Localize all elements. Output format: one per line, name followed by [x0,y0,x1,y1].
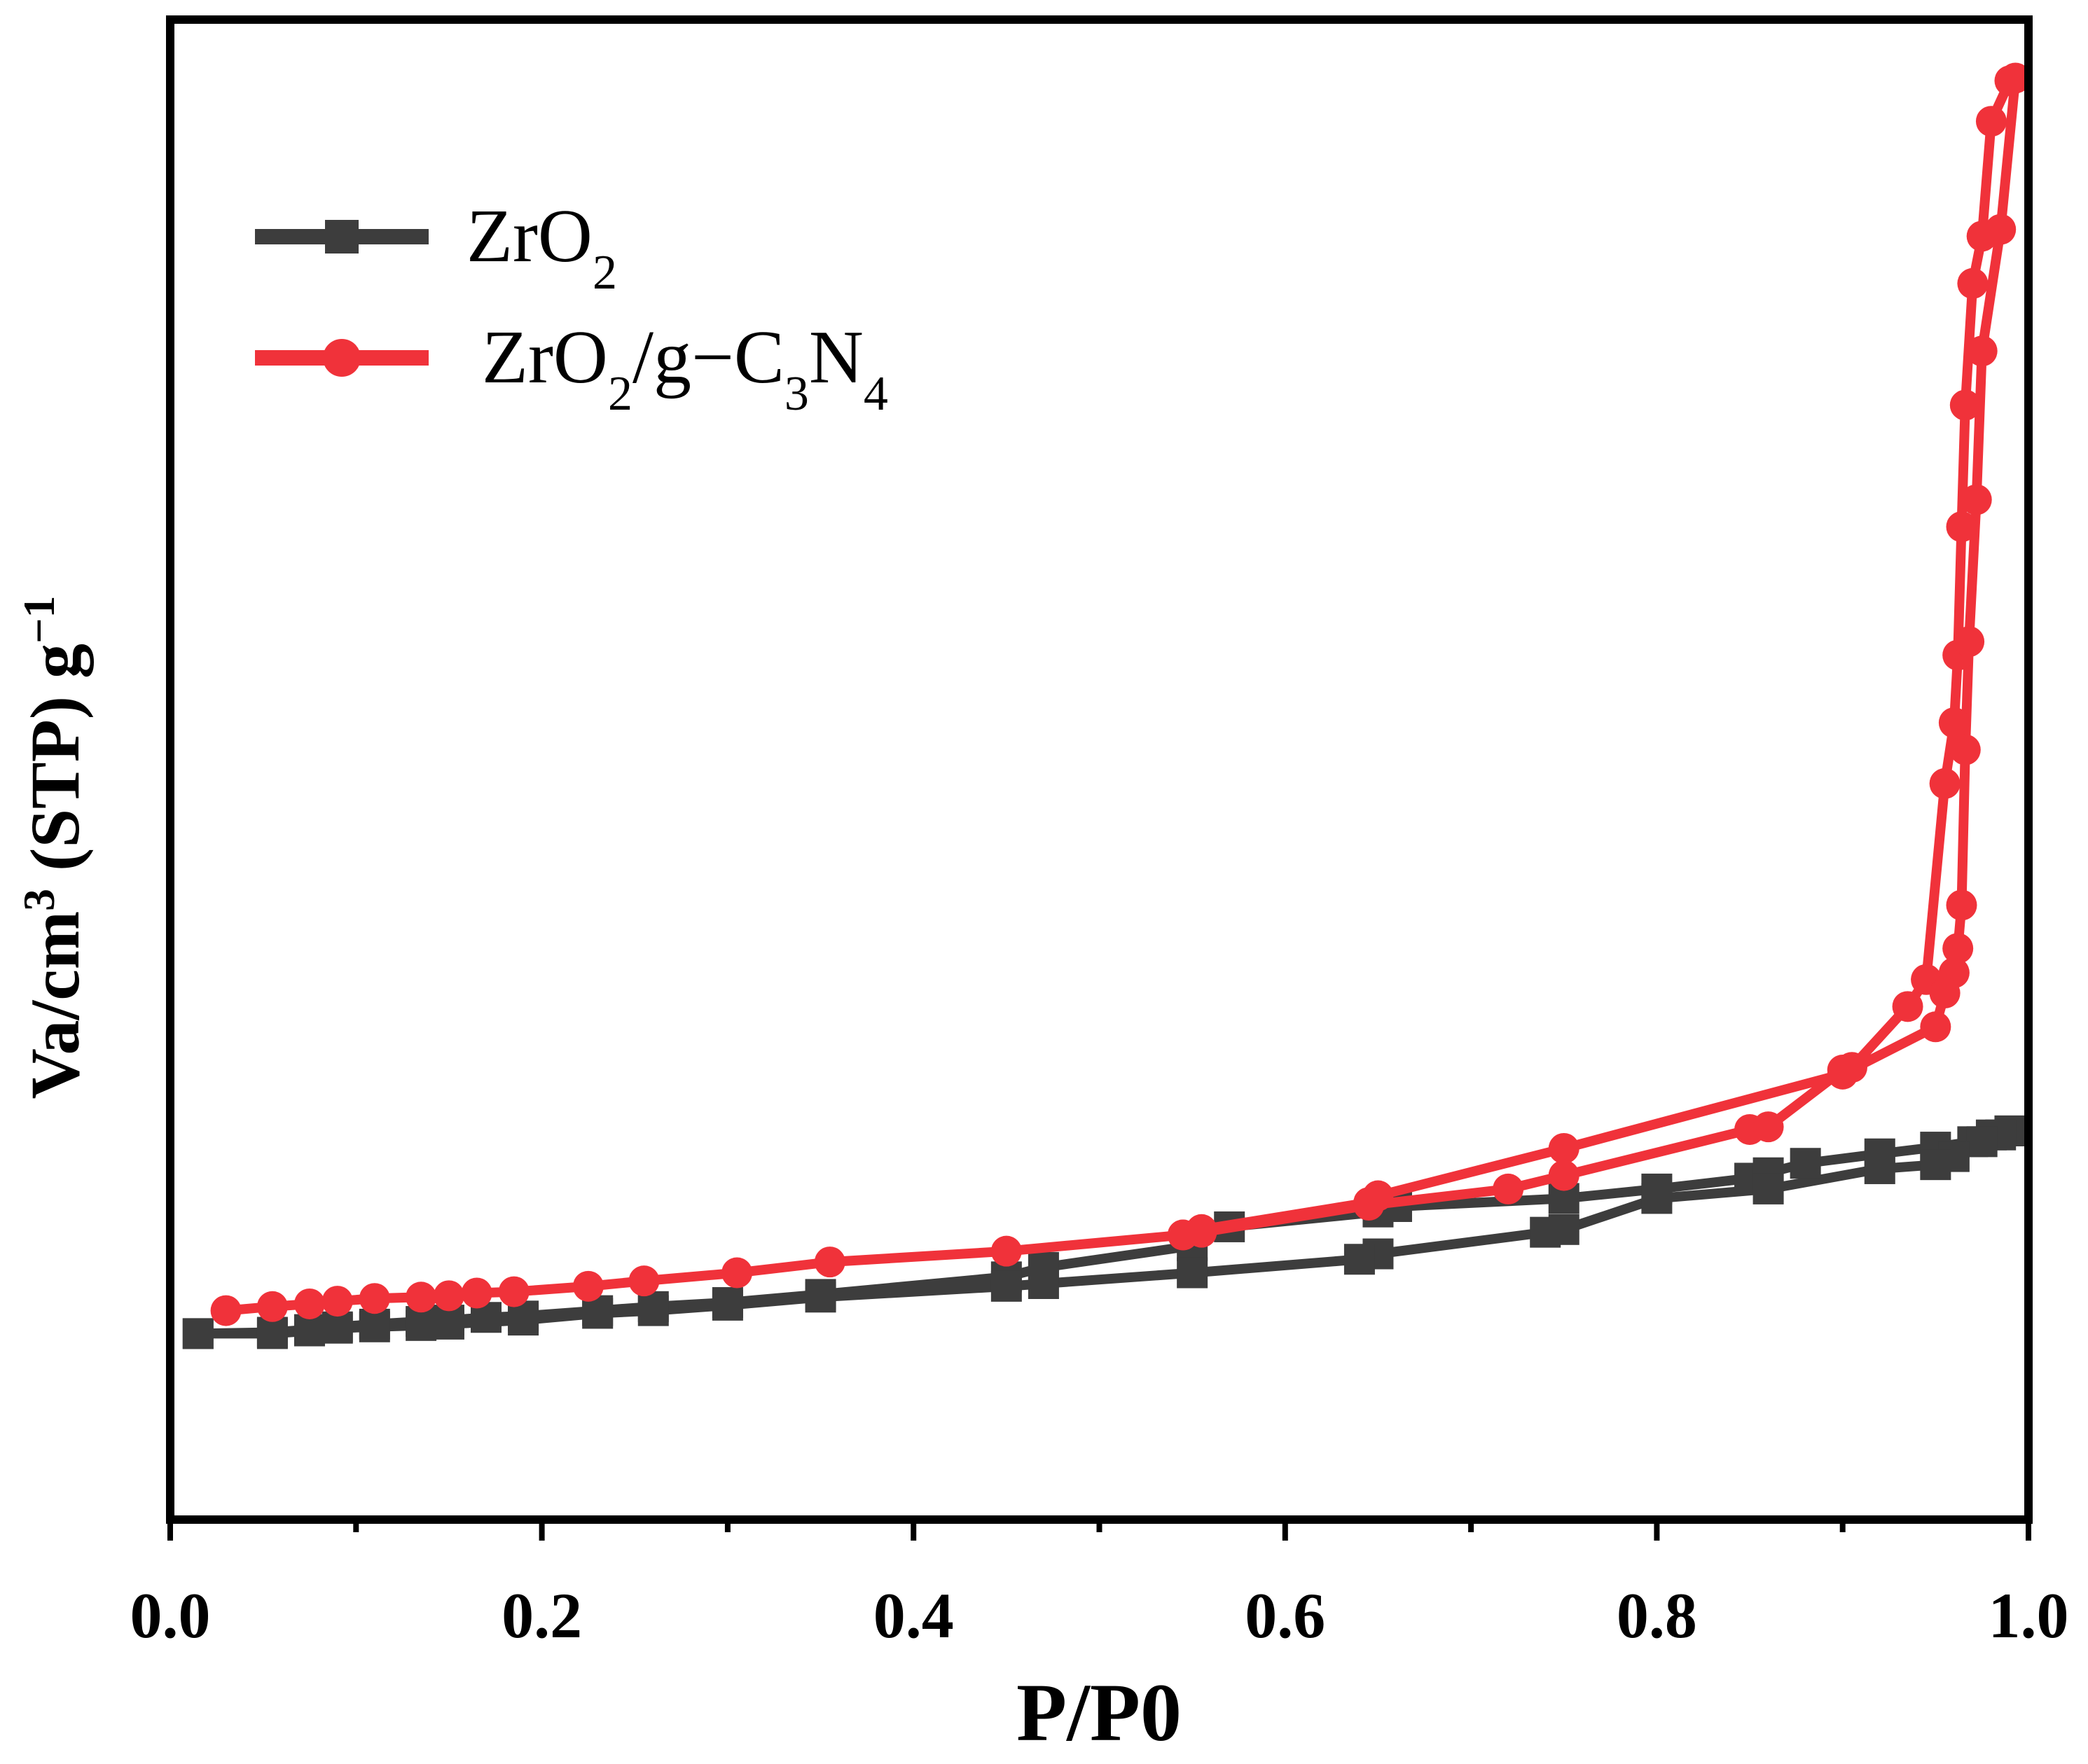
data-point [1530,1216,1561,1248]
data-point [1954,626,1985,658]
data-point [990,1235,1022,1267]
series-layer [182,62,2031,1349]
data-point [256,1291,288,1322]
data-point [1493,1173,1524,1204]
data-point [1864,1153,1895,1184]
data-point [322,1312,353,1344]
data-point [1966,335,1998,367]
legend-zro2-text: ZrO [466,195,593,278]
data-point [1343,1244,1375,1275]
data-point [1641,1183,1673,1214]
legend: ZrO2 ZrO2/g−C3N4 [255,195,888,421]
data-point [1167,1219,1198,1251]
data-point [1548,1133,1579,1164]
x-tick-label: 0.6 [1245,1580,1325,1651]
data-point [1892,991,1923,1022]
data-point [805,1282,836,1313]
legend-gc3n4-text-b: /g−C [632,316,784,399]
data-point [1548,1160,1579,1191]
data-point [1946,889,1977,921]
data-point [508,1305,539,1336]
legend-marker-zro2-gc3n4 [323,339,361,377]
data-point [1177,1257,1208,1289]
legend-entry-zro2-gc3n4: ZrO2/g−C3N4 [255,316,888,421]
data-point [461,1277,492,1309]
x-axis: 0.0 0.2 0.4 0.6 0.8 1.0 [130,1520,2069,1651]
legend-gc3n4-sub3: 4 [864,367,888,421]
data-point [182,1318,214,1349]
data-point [814,1246,845,1278]
legend-zro2-sub: 2 [593,246,617,300]
data-point [210,1295,242,1326]
legend-label-zro2: ZrO2 [466,195,617,300]
data-point [406,1282,437,1313]
x-axis-label: P/P0 [1016,1667,1182,1758]
data-point [1929,768,1961,799]
x-tick-label: 0.0 [130,1580,211,1651]
data-point [1752,1173,1784,1204]
data-point [628,1265,660,1297]
data-point [433,1308,464,1340]
data-point [572,1270,604,1302]
y-axis-label-main: Va/cm [16,911,94,1099]
legend-label-zro2-gc3n4: ZrO2/g−C3N4 [482,316,888,421]
data-point [1827,1058,1858,1090]
data-point [2000,62,2031,94]
y-axis-label: Va/cm3 (STP) g−1 [14,596,95,1099]
data-point [1957,268,1989,299]
data-point [293,1288,325,1319]
data-point [1966,1126,1998,1158]
legend-gc3n4-sub2: 3 [784,367,809,421]
data-point [1985,214,2017,245]
y-axis-label-rest: (STP) g [16,644,94,889]
data-point [1920,1149,1951,1181]
data-point [1920,1011,1951,1043]
data-point [406,1310,437,1341]
data-point [1790,1148,1821,1179]
data-point [256,1318,288,1349]
data-point [1946,511,1977,543]
data-point [359,1283,390,1314]
data-point [498,1276,530,1307]
data-point [582,1298,614,1329]
data-point [712,1289,743,1321]
data-point [1752,1111,1784,1143]
y-axis-label-sup: 3 [14,889,64,911]
data-point [990,1270,1022,1302]
data-point [1929,978,1961,1009]
data-point [1949,389,1981,421]
data-point [721,1257,753,1289]
legend-gc3n4-text-a: ZrO [482,316,608,399]
x-tick-label: 0.8 [1617,1580,1697,1651]
data-point [1975,106,2007,137]
data-point [359,1311,390,1342]
data-point [1949,734,1981,765]
legend-gc3n4-sub1: 2 [608,367,632,421]
data-point [1028,1268,1059,1299]
data-point [637,1295,669,1326]
data-point [1942,933,1974,964]
y-axis-label-sup2: −1 [14,596,64,644]
data-point [322,1286,353,1317]
x-tick-label: 0.2 [502,1580,582,1651]
legend-marker-zro2 [325,220,359,254]
x-tick-label: 1.0 [1989,1580,2069,1651]
series-zro2 [182,1115,2026,1349]
legend-entry-zro2: ZrO2 [255,195,617,300]
data-point [433,1280,464,1312]
legend-gc3n4-text-c: N [809,316,864,399]
data-point [293,1315,325,1347]
series-zro2-gc3n4 [210,62,2031,1326]
data-point [1961,484,1992,515]
data-point [1353,1187,1385,1218]
data-point [1938,707,1970,739]
x-tick-label: 0.4 [873,1580,954,1651]
